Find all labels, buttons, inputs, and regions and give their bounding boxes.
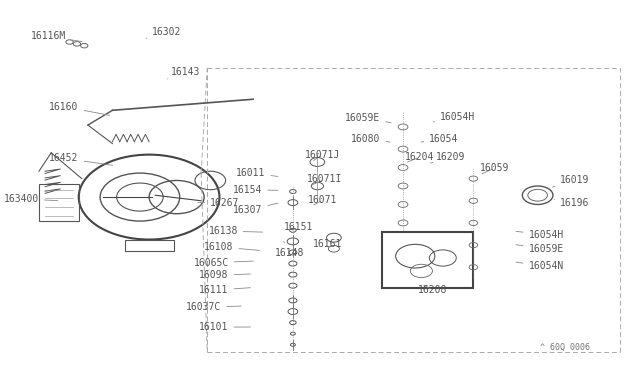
Text: 16098: 16098 xyxy=(199,270,250,280)
Text: 16161: 16161 xyxy=(313,239,342,249)
Text: 16065C: 16065C xyxy=(193,258,253,268)
Text: 16143: 16143 xyxy=(168,67,200,79)
Text: 16302: 16302 xyxy=(146,27,182,38)
Text: 16204: 16204 xyxy=(405,152,435,162)
Text: 16267: 16267 xyxy=(198,198,239,208)
Text: 163400: 163400 xyxy=(4,194,58,204)
Text: 16307: 16307 xyxy=(233,203,278,215)
Text: 16111: 16111 xyxy=(199,285,250,295)
Text: 16019: 16019 xyxy=(552,176,589,187)
Text: 16209: 16209 xyxy=(431,152,465,163)
Text: 16116M: 16116M xyxy=(31,32,82,42)
Text: 16138: 16138 xyxy=(209,226,262,236)
Text: 16037C: 16037C xyxy=(186,302,241,312)
Text: 16054: 16054 xyxy=(421,134,459,144)
Text: 16054N: 16054N xyxy=(516,262,564,272)
Text: 16071J: 16071J xyxy=(305,150,340,160)
Text: 16011: 16011 xyxy=(236,168,278,178)
Text: 16059E: 16059E xyxy=(345,113,391,123)
Text: 16054H: 16054H xyxy=(516,230,564,240)
Text: 16054H: 16054H xyxy=(433,112,475,122)
Text: 16208: 16208 xyxy=(419,285,448,295)
Text: 16059E: 16059E xyxy=(516,244,564,254)
Text: 16148: 16148 xyxy=(275,241,304,258)
Text: 16108: 16108 xyxy=(204,242,260,252)
Text: 16071I: 16071I xyxy=(307,174,342,185)
Text: 16059: 16059 xyxy=(479,163,509,174)
Text: 16160: 16160 xyxy=(49,102,109,115)
Text: 16101: 16101 xyxy=(199,322,250,332)
Text: 16196: 16196 xyxy=(554,198,589,208)
Text: 16452: 16452 xyxy=(49,153,113,165)
Text: 16154: 16154 xyxy=(233,185,278,195)
Text: 16080: 16080 xyxy=(351,134,390,144)
Text: ^ 60Q 0006: ^ 60Q 0006 xyxy=(540,343,589,352)
Text: 16071: 16071 xyxy=(308,195,337,205)
Text: 16151: 16151 xyxy=(284,222,313,232)
